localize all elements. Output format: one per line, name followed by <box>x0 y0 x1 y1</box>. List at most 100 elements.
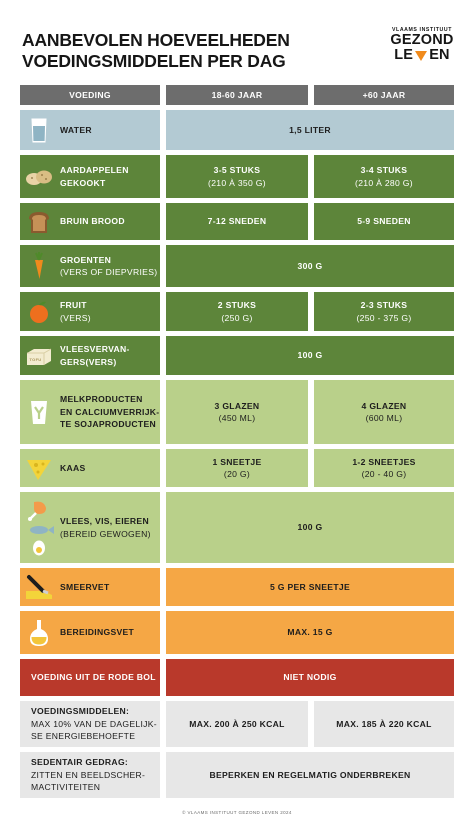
logo-word-2a: LE <box>394 47 414 63</box>
row-cooking-fat-food: BEREIDINGSVET <box>20 611 160 654</box>
row-energy-senior-text: MAX. 185 À 220 KCAL <box>336 718 432 729</box>
butter-knife-icon <box>24 572 54 602</box>
row-vegetables-value: 300 G <box>166 245 454 287</box>
row-red-ball-food: VOEDING UIT DE RODE BOL <box>20 659 160 696</box>
row-meat-substitutes-food: TOFU VLEESVERVAN- GERS(VERS) <box>20 336 160 375</box>
row-cheese-senior-2: (20 - 40 G) <box>361 469 407 479</box>
row-red-ball-label: VOEDING UIT DE RODE BOL <box>31 672 156 683</box>
row-sedentary-label-1: SEDENTAIR GEDRAG: <box>31 757 129 768</box>
row-cheese-adult-1: 1 SNEETJE <box>212 456 262 467</box>
row-meat-food: VLEES, VIS, EIEREN (BEREID GEWOGEN) <box>20 492 160 563</box>
potatoes-icon <box>24 162 54 192</box>
row-dairy-food: MELKPRODUCTEN EN CALCIUMVERRIJK- TE SOJA… <box>20 380 160 444</box>
row-energy-label-1: VOEDINGSMIDDELEN: <box>31 706 130 717</box>
row-cooking-fat-value: MAX. 15 G <box>166 611 454 654</box>
row-dairy-senior-2: (600 ML) <box>365 413 403 423</box>
row-spread-food: SMEERVET <box>20 568 160 606</box>
row-energy-label-2: MAX 10% VAN DE DAGELIJK- <box>31 718 157 729</box>
row-potatoes-label-1: AARDAPPELEN <box>60 165 129 175</box>
logo-org: VLAAMS INSTITUUT <box>391 27 453 33</box>
row-cheese-food: KAAS <box>20 449 160 487</box>
row-potatoes-label-2: GEKOOKT <box>60 177 106 188</box>
row-cheese-label: KAAS <box>60 462 86 473</box>
logo: VLAAMS INSTITUUT GEZOND LE EN <box>383 27 461 63</box>
row-sedentary-value-text: BEPERKEN EN REGELMATIG ONDERBREKEN <box>209 769 411 780</box>
meat-fish-egg-icon <box>24 498 56 558</box>
row-potatoes-adult-2: (210 À 350 G) <box>208 177 266 188</box>
row-energy-senior: MAX. 185 À 220 KCAL <box>314 701 454 747</box>
row-cheese-senior: 1-2 SNEETJES (20 - 40 G) <box>314 449 454 487</box>
row-vegetables-value-text: 300 G <box>297 260 323 271</box>
row-fruit-senior-1: 2-3 STUKS <box>360 300 408 310</box>
header-adult-label: 18-60 JAAR <box>211 89 263 100</box>
row-energy-food: VOEDINGSMIDDELEN: MAX 10% VAN DE DAGELIJ… <box>20 701 160 747</box>
row-meat-substitutes-label-2: GERS(VERS) <box>60 356 117 367</box>
row-fruit-senior-2: (250 - 375 G) <box>356 312 412 323</box>
row-cheese-adult: 1 SNEETJE (20 G) <box>166 449 308 487</box>
logo-triangle-icon <box>415 50 428 61</box>
logo-word-1: GEZOND <box>390 32 454 48</box>
cheese-icon <box>24 453 54 483</box>
row-sedentary-food: SEDENTAIR GEDRAG: ZITTEN EN BEELDSCHER- … <box>20 752 160 798</box>
row-red-ball-value: NIET NODIG <box>166 659 454 696</box>
row-bread-label: BRUIN BROOD <box>60 216 125 227</box>
row-vegetables-label-2: (VERS OF DIEPVRIES) <box>60 267 158 277</box>
row-sedentary-label-3: MACTIVITEITEN <box>31 782 101 793</box>
row-potatoes-adult-1: 3-5 STUKS <box>213 165 261 175</box>
logo-word-2: LE EN <box>383 48 461 63</box>
row-dairy-adult: 3 GLAZEN (450 ML) <box>166 380 308 444</box>
row-bread-adult-text: 7-12 SNEDEN <box>207 216 267 227</box>
header-food: VOEDING <box>20 85 160 105</box>
row-energy-adult: MAX. 200 À 250 KCAL <box>166 701 308 747</box>
row-spread-label: SMEERVET <box>60 581 110 592</box>
logo-word-2b: EN <box>429 47 450 63</box>
row-vegetables-food: GROENTEN (VERS OF DIEPVRIES) <box>20 245 160 287</box>
tofu-icon: TOFU <box>24 341 54 371</box>
row-dairy-senior: 4 GLAZEN (600 ML) <box>314 380 454 444</box>
row-cooking-fat-value-text: MAX. 15 G <box>287 627 333 638</box>
header-senior-label: +60 JAAR <box>362 89 406 100</box>
row-water-food: WATER <box>20 110 160 150</box>
row-meat-substitutes-value-text: 100 G <box>297 350 323 361</box>
water-glass-icon <box>24 115 54 145</box>
row-meat-label-1: VLEES, VIS, EIEREN <box>60 516 149 526</box>
row-bread-adult: 7-12 SNEDEN <box>166 203 308 240</box>
row-spread-value-text: 5 G PER SNEETJE <box>270 581 350 592</box>
header-senior: +60 JAAR <box>314 85 454 105</box>
row-meat-value-text: 100 G <box>297 522 323 533</box>
row-fruit-adult: 2 STUKS (250 G) <box>166 292 308 331</box>
tofu-icon-text: TOFU <box>29 357 41 362</box>
row-cheese-adult-2: (20 G) <box>223 469 251 479</box>
row-water-value-text: 1,5 LITER <box>289 124 331 135</box>
page-title: AANBEVOLEN HOEVEELHEDEN VOEDINGSMIDDELEN… <box>22 30 342 72</box>
row-dairy-adult-1: 3 GLAZEN <box>214 400 260 411</box>
header-adult: 18-60 JAAR <box>166 85 308 105</box>
row-fruit-label-1: FRUIT <box>60 300 87 310</box>
oil-bottle-icon <box>24 618 54 648</box>
row-spread-value: 5 G PER SNEETJE <box>166 568 454 606</box>
row-sedentary-value: BEPERKEN EN REGELMATIG ONDERBREKEN <box>166 752 454 798</box>
row-cooking-fat-label: BEREIDINGSVET <box>60 627 135 638</box>
row-water-value: 1,5 LITER <box>166 110 454 150</box>
title-line-2: VOEDINGSMIDDELEN PER DAG <box>22 51 286 71</box>
row-potatoes-adult: 3-5 STUKS (210 À 350 G) <box>166 155 308 198</box>
row-fruit-food: FRUIT (VERS) <box>20 292 160 331</box>
row-bread-food: BRUIN BROOD <box>20 203 160 240</box>
row-dairy-label-3: TE SOJAPRODUCTEN <box>60 419 156 430</box>
row-potatoes-senior-1: 3-4 STUKS <box>360 165 408 175</box>
row-fruit-senior: 2-3 STUKS (250 - 375 G) <box>314 292 454 331</box>
row-dairy-label-1: MELKPRODUCTEN <box>60 394 143 405</box>
row-fruit-label-2: (VERS) <box>60 312 91 323</box>
row-meat-value: 100 G <box>166 492 454 563</box>
row-sedentary-label-2: ZITTEN EN BEELDSCHER- <box>31 769 146 780</box>
row-fruit-adult-2: (250 G) <box>221 312 253 323</box>
row-energy-label-3: SE ENERGIEBEHOEFTE <box>31 731 136 742</box>
row-dairy-senior-1: 4 GLAZEN <box>361 400 407 411</box>
row-bread-senior: 5-9 SNEDEN <box>314 203 454 240</box>
row-cheese-senior-1: 1-2 SNEETJES <box>352 456 416 467</box>
row-meat-label-2: (BEREID GEWOGEN) <box>60 528 151 539</box>
row-vegetables-label-1: GROENTEN <box>60 254 112 265</box>
header-food-label: VOEDING <box>69 89 111 100</box>
row-water-label: WATER <box>60 124 92 135</box>
row-red-ball-value-text: NIET NODIG <box>283 672 337 683</box>
